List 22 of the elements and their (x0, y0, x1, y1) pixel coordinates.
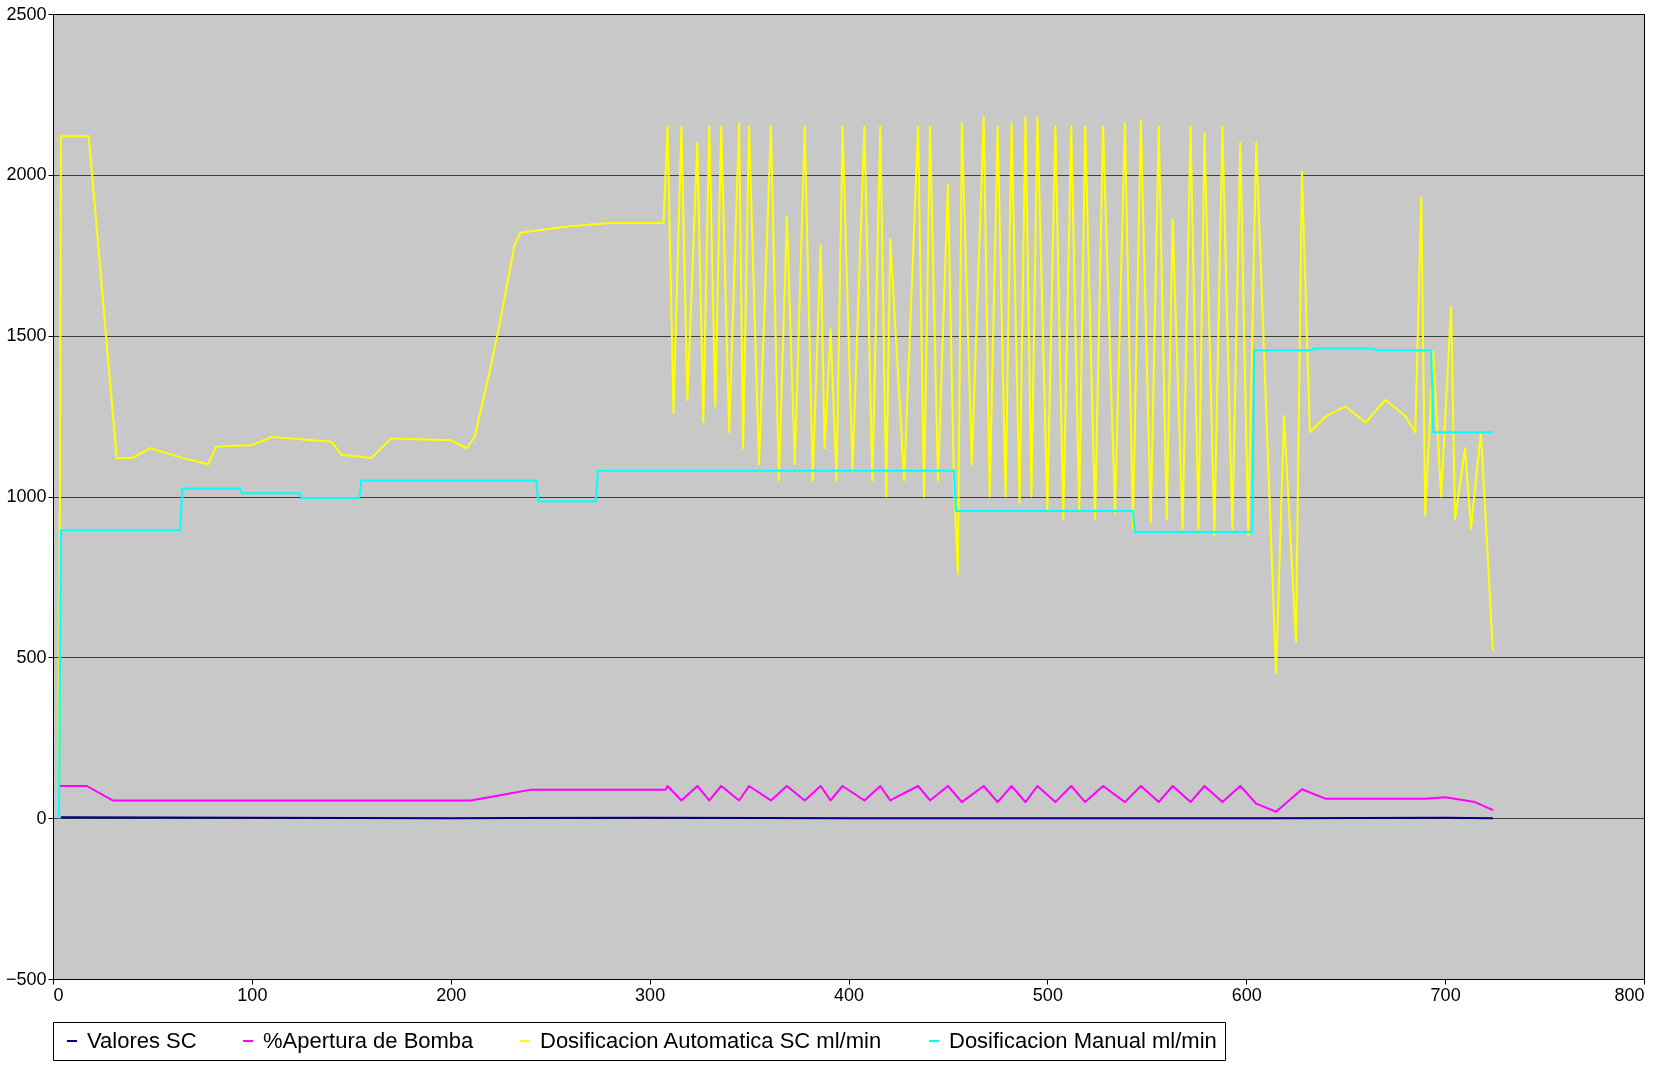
x-tick-label: 300 (635, 984, 666, 1005)
x-tick-label: 100 (237, 984, 268, 1005)
x-tick-label: 400 (833, 984, 865, 1005)
x-tick-label: 500 (1032, 984, 1063, 1005)
y-tick-label: 2500 (6, 3, 47, 24)
y-tick-label: −500 (5, 968, 47, 989)
legend-label: Dosificacion Manual ml/min (949, 1028, 1217, 1053)
x-tick-label: 800 (1614, 984, 1645, 1005)
legend-label: Dosificacion Automatica SC ml/min (540, 1028, 882, 1053)
x-tick-label: 700 (1430, 984, 1461, 1005)
x-tick-label: 0 (53, 984, 64, 1005)
legend-label: Valores SC (87, 1028, 197, 1053)
y-tick-label: 0 (36, 807, 47, 828)
y-tick-label: 1500 (6, 325, 47, 346)
y-tick-label: 500 (16, 646, 47, 667)
line-series (57, 347, 1494, 820)
y-tick-label: 2000 (6, 164, 47, 185)
x-tick-label: 600 (1231, 984, 1262, 1005)
x-tick-label: 200 (436, 984, 467, 1005)
legend-label: %Apertura de Bomba (263, 1028, 475, 1053)
y-tick-label: 1000 (6, 486, 47, 506)
line-series (57, 785, 1494, 813)
